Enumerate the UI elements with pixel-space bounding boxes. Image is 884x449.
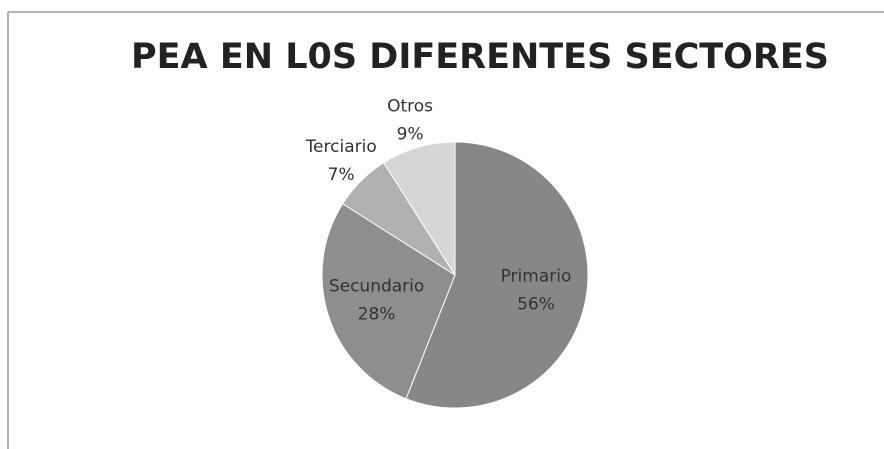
slice-label-value: 7% <box>328 165 355 185</box>
pie-slice <box>321 203 456 400</box>
pie-slice <box>383 141 456 277</box>
slice-label-value: 56% <box>517 294 555 314</box>
slice-label-name: Secundario <box>329 276 424 296</box>
pie-slice <box>405 141 589 409</box>
slice-label-value: 9% <box>397 124 424 144</box>
slice-label-value: 28% <box>358 304 396 324</box>
slice-label-name: Otros <box>387 96 433 116</box>
slice-label-name: Primario <box>501 266 572 286</box>
chart-title: PEA EN L0S DIFERENTES SECTORES <box>131 37 829 77</box>
slice-label-name: Terciario <box>305 137 377 157</box>
